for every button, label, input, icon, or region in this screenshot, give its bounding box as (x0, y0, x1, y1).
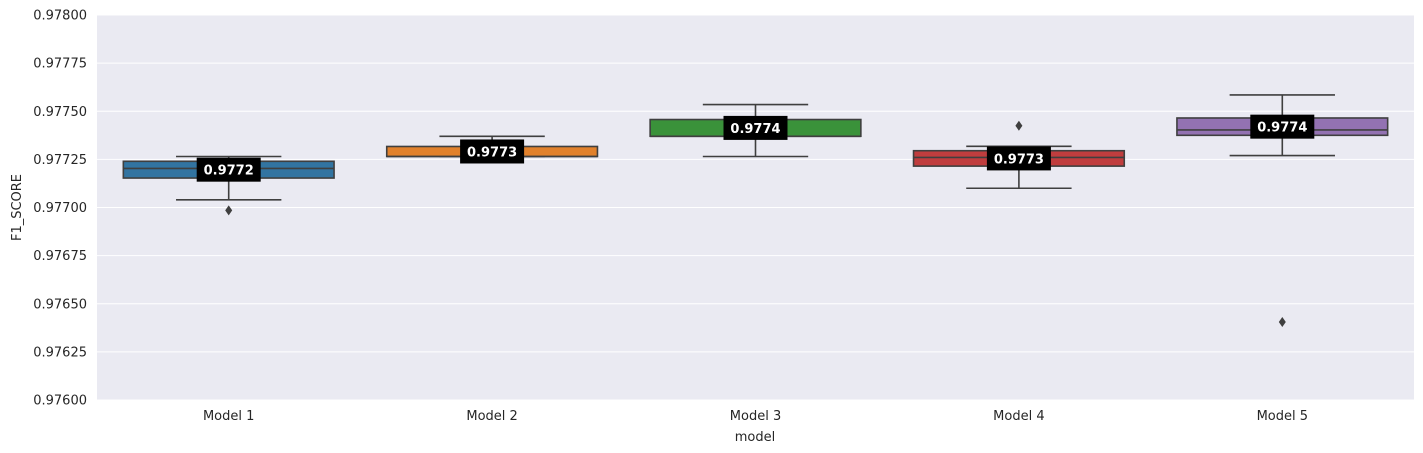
x-axis-label: model (735, 430, 775, 445)
value-label: 0.9774 (730, 122, 780, 137)
value-label-background (1250, 114, 1315, 139)
y-tick-label: 0.97650 (33, 297, 87, 312)
y-axis-label: F1_SCORE (10, 174, 25, 241)
outlier-point (225, 205, 233, 216)
value-label: 0.9772 (204, 164, 254, 179)
value-label-background (196, 157, 261, 182)
y-tick-label: 0.97625 (33, 345, 87, 360)
y-tick-label: 0.97700 (33, 201, 87, 216)
y-tick-label: 0.97750 (33, 105, 87, 120)
x-tick-label: Model 5 (1257, 409, 1308, 424)
y-tick-labels: 0.97600 0.97625 0.97650 0.97675 0.97700 0.977… (33, 9, 87, 409)
x-tick-label: Model 3 (730, 409, 781, 424)
y-tick-label: 0.97675 (33, 249, 87, 264)
box-5: 0.9774 (1176, 94, 1389, 328)
outlier-point (1278, 317, 1286, 328)
value-label-background (723, 115, 788, 140)
grid-lines (97, 14, 1414, 401)
value-label: 0.9774 (1257, 121, 1307, 136)
x-tick-labels: Model 1 Model 2 Model 3 Model 4 Model 5 (203, 409, 1308, 424)
x-tick-label: Model 2 (466, 409, 517, 424)
value-label-background (986, 146, 1051, 171)
y-tick-label: 0.97775 (33, 57, 87, 72)
y-tick-label: 0.97800 (33, 9, 87, 24)
value-label: 0.9773 (467, 145, 517, 160)
value-label: 0.9773 (994, 152, 1044, 167)
x-tick-label: Model 4 (993, 409, 1044, 424)
x-tick-label: Model 1 (203, 409, 254, 424)
outlier-point (1015, 120, 1023, 131)
y-tick-label: 0.97600 (33, 394, 87, 409)
box-4: 0.9773 (912, 120, 1126, 190)
boxes: 0.9772 0.9773 0.9774 0.9773 0.9774 (122, 94, 1389, 328)
box-2: 0.9773 (385, 135, 599, 164)
y-tick-label: 0.97725 (33, 153, 87, 168)
value-label-background (460, 139, 525, 164)
box-1: 0.9772 (122, 155, 335, 216)
box-3: 0.9774 (649, 103, 862, 158)
